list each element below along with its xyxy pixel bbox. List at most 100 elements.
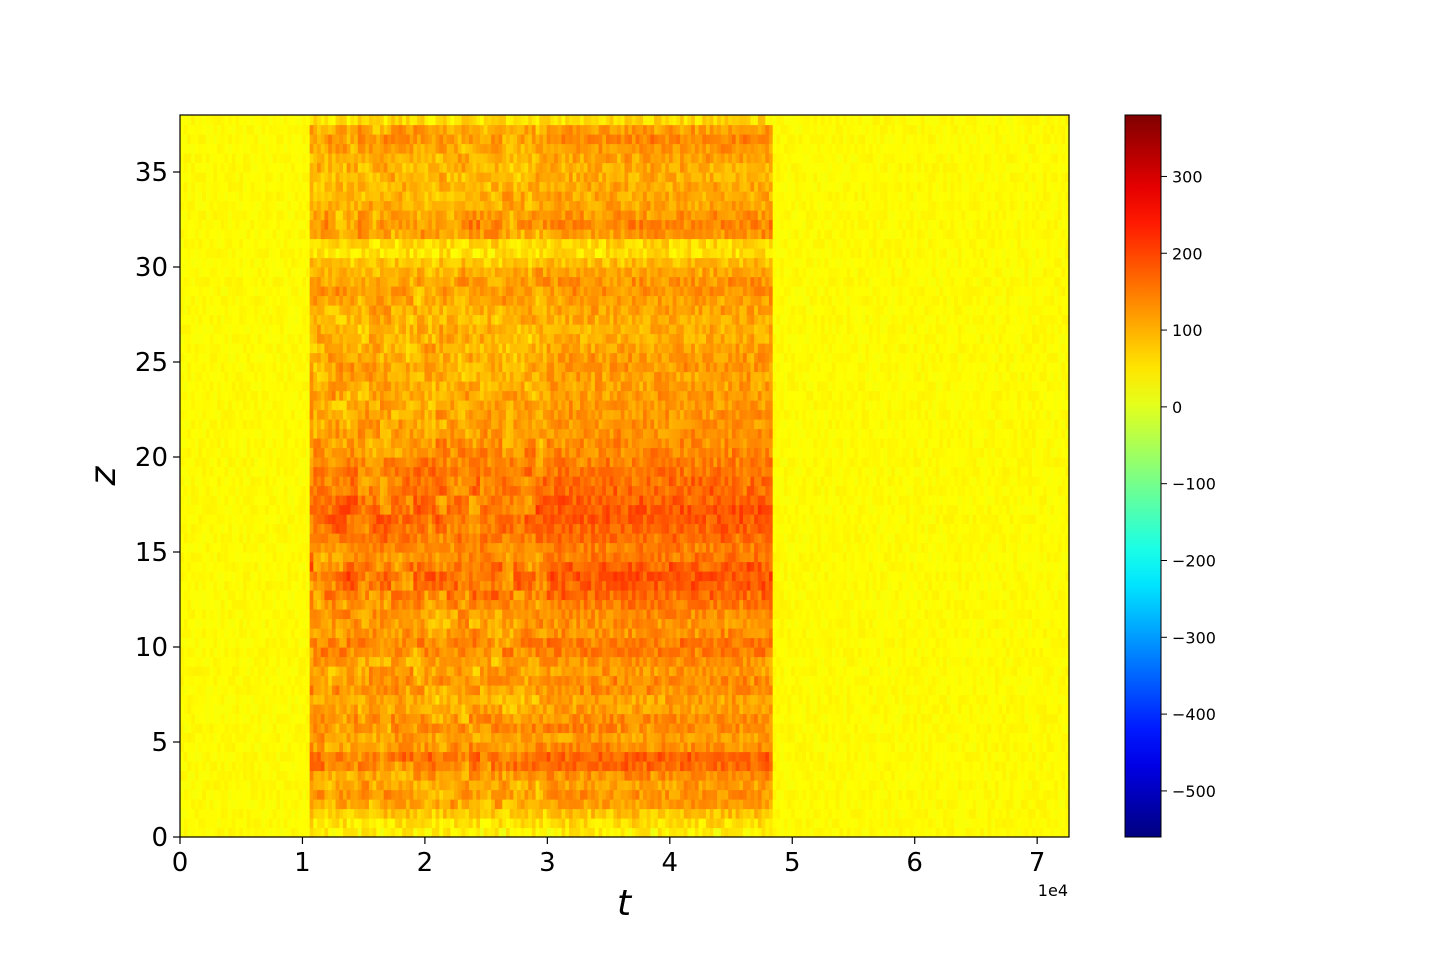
heatmap-cell	[254, 704, 259, 715]
heatmap-cell	[1024, 780, 1029, 791]
heatmap-cell	[731, 656, 737, 667]
heatmap-cell	[717, 656, 722, 667]
heatmap-cell	[520, 827, 526, 838]
heatmap-cell	[1057, 694, 1063, 705]
heatmap-cell	[387, 675, 392, 686]
heatmap-cell	[605, 732, 611, 743]
heatmap-cell	[520, 666, 526, 677]
heatmap-cell	[346, 704, 351, 715]
heatmap-cell	[272, 675, 277, 686]
heatmap-cell	[643, 637, 648, 648]
heatmap-cell	[380, 685, 385, 696]
heatmap-cell	[202, 713, 207, 724]
heatmap-cell	[902, 761, 907, 772]
heatmap-cell	[839, 666, 844, 677]
heatmap-cell	[205, 656, 211, 667]
heatmap-cell	[887, 780, 892, 791]
heatmap-cell	[624, 827, 629, 838]
heatmap-cell	[772, 808, 777, 819]
heatmap-cell	[835, 732, 840, 743]
heatmap-cell	[272, 666, 277, 677]
heatmap-cell	[383, 751, 389, 762]
heatmap-cell	[543, 770, 548, 781]
heatmap-cell	[261, 637, 266, 648]
heatmap-cell	[702, 761, 707, 772]
heatmap-cell	[968, 704, 974, 715]
heatmap-cell	[772, 751, 777, 762]
heatmap-cell	[191, 647, 196, 658]
heatmap-cell	[687, 732, 692, 743]
heatmap-cell	[698, 799, 703, 810]
heatmap-cell	[920, 799, 926, 810]
heatmap-cell	[883, 656, 889, 667]
heatmap-cell	[543, 647, 548, 658]
heatmap-cell	[939, 780, 944, 791]
heatmap-cell	[435, 751, 440, 762]
heatmap-cell	[972, 713, 977, 724]
heatmap-cell	[720, 799, 726, 810]
heatmap-cell	[487, 685, 492, 696]
heatmap-cell	[654, 780, 659, 791]
heatmap-cell	[924, 818, 929, 829]
heatmap-cell	[831, 780, 837, 791]
heatmap-cell	[331, 685, 337, 696]
heatmap-cell	[605, 647, 611, 658]
heatmap-cell	[631, 751, 637, 762]
heatmap-cell	[909, 637, 915, 648]
heatmap-cell	[817, 666, 822, 677]
heatmap-cell	[409, 723, 414, 734]
heatmap-cell	[928, 780, 933, 791]
heatmap-cell	[1006, 770, 1011, 781]
heatmap-cell	[754, 808, 759, 819]
heatmap-cell	[746, 780, 752, 791]
heatmap-cell	[913, 827, 918, 838]
heatmap-cell	[354, 685, 359, 696]
heatmap-cell	[587, 818, 592, 829]
heatmap-cell	[806, 704, 811, 715]
heatmap-cell	[524, 656, 529, 667]
heatmap-cell	[561, 666, 566, 677]
heatmap-cell	[1031, 789, 1037, 800]
heatmap-cell	[865, 713, 870, 724]
heatmap-cell	[483, 742, 489, 753]
heatmap-cell	[365, 799, 370, 810]
heatmap-cell	[672, 742, 677, 753]
heatmap-cell	[294, 666, 300, 677]
heatmap-cell	[291, 761, 296, 772]
heatmap-cell	[1028, 685, 1033, 696]
heatmap-cell	[409, 637, 414, 648]
heatmap-cell	[791, 666, 796, 677]
heatmap-cell	[194, 723, 200, 734]
heatmap-cell	[980, 770, 985, 781]
heatmap-cell	[854, 808, 859, 819]
heatmap-cell	[468, 818, 474, 829]
heatmap-cell	[1050, 761, 1055, 772]
heatmap-cell	[635, 656, 640, 667]
heatmap-cell	[631, 827, 637, 838]
heatmap-cell	[376, 799, 381, 810]
heatmap-cell	[728, 827, 733, 838]
heatmap-cell	[220, 647, 226, 658]
heatmap-cell	[498, 685, 503, 696]
heatmap-cell	[613, 656, 618, 667]
heatmap-cell	[824, 666, 829, 677]
heatmap-cell	[335, 732, 340, 743]
heatmap-cell	[950, 808, 955, 819]
heatmap-cell	[906, 713, 911, 724]
heatmap-cell	[1028, 713, 1033, 724]
heatmap-cell	[609, 675, 614, 686]
heatmap-cell	[398, 780, 403, 791]
heatmap-cell	[987, 704, 992, 715]
heatmap-cell	[880, 770, 885, 781]
heatmap-cell	[420, 780, 426, 791]
heatmap-cell	[972, 799, 977, 810]
heatmap-cell	[609, 704, 614, 715]
heatmap-cell	[976, 732, 981, 743]
heatmap-cell	[809, 799, 815, 810]
heatmap-cell	[1057, 827, 1063, 838]
heatmap-cell	[313, 742, 318, 753]
heatmap-cell	[887, 685, 892, 696]
heatmap-cell	[1020, 656, 1026, 667]
heatmap-cell	[843, 685, 848, 696]
heatmap-cell	[739, 808, 744, 819]
